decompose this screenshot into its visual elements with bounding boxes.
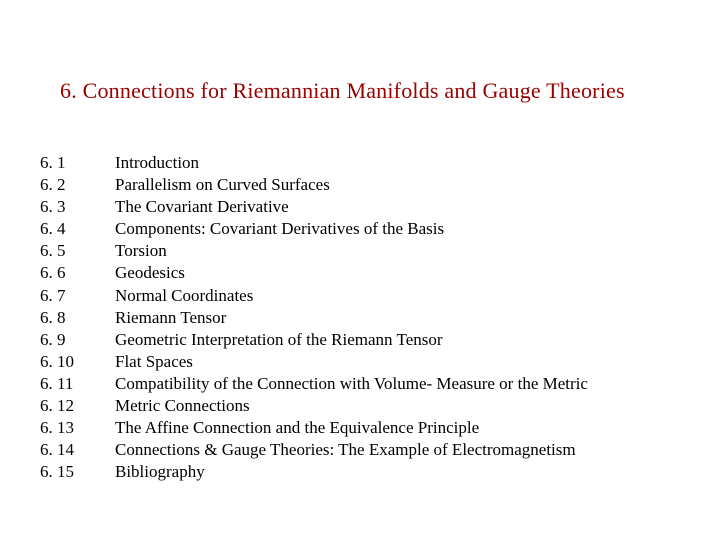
toc-text: Riemann Tensor	[115, 307, 720, 329]
toc-row: 6. 1 Introduction	[40, 152, 720, 174]
toc-row: 6. 10 Flat Spaces	[40, 351, 720, 373]
table-of-contents: 6. 1 Introduction 6. 2 Parallelism on Cu…	[40, 152, 720, 483]
toc-text: Introduction	[115, 152, 720, 174]
toc-row: 6. 13 The Affine Connection and the Equi…	[40, 417, 720, 439]
toc-text: Connections & Gauge Theories: The Exampl…	[115, 439, 720, 461]
toc-row: 6. 3 The Covariant Derivative	[40, 196, 720, 218]
toc-number: 6. 4	[40, 218, 115, 240]
toc-number: 6. 1	[40, 152, 115, 174]
toc-row: 6. 14 Connections & Gauge Theories: The …	[40, 439, 720, 461]
toc-row: 6. 11 Compatibility of the Connection wi…	[40, 373, 720, 395]
toc-text: Flat Spaces	[115, 351, 720, 373]
chapter-title: 6. Connections for Riemannian Manifolds …	[60, 78, 720, 104]
toc-text: Metric Connections	[115, 395, 720, 417]
toc-row: 6. 4 Components: Covariant Derivatives o…	[40, 218, 720, 240]
toc-number: 6. 3	[40, 196, 115, 218]
toc-number: 6. 2	[40, 174, 115, 196]
toc-text: Compatibility of the Connection with Vol…	[115, 373, 720, 395]
toc-number: 6. 11	[40, 373, 115, 395]
toc-text: Parallelism on Curved Surfaces	[115, 174, 720, 196]
toc-row: 6. 7 Normal Coordinates	[40, 285, 720, 307]
toc-number: 6. 6	[40, 262, 115, 284]
toc-number: 6. 7	[40, 285, 115, 307]
slide-page: 6. Connections for Riemannian Manifolds …	[0, 0, 720, 540]
toc-number: 6. 9	[40, 329, 115, 351]
toc-row: 6. 6 Geodesics	[40, 262, 720, 284]
toc-text: Bibliography	[115, 461, 720, 483]
toc-row: 6. 5 Torsion	[40, 240, 720, 262]
toc-text: Normal Coordinates	[115, 285, 720, 307]
toc-text: Geometric Interpretation of the Riemann …	[115, 329, 720, 351]
toc-row: 6. 8 Riemann Tensor	[40, 307, 720, 329]
toc-text: The Covariant Derivative	[115, 196, 720, 218]
toc-number: 6. 10	[40, 351, 115, 373]
toc-number: 6. 8	[40, 307, 115, 329]
toc-row: 6. 15 Bibliography	[40, 461, 720, 483]
toc-number: 6. 13	[40, 417, 115, 439]
toc-row: 6. 9 Geometric Interpretation of the Rie…	[40, 329, 720, 351]
toc-text: Torsion	[115, 240, 720, 262]
toc-number: 6. 14	[40, 439, 115, 461]
toc-number: 6. 12	[40, 395, 115, 417]
toc-text: Components: Covariant Derivatives of the…	[115, 218, 720, 240]
toc-text: The Affine Connection and the Equivalenc…	[115, 417, 720, 439]
toc-row: 6. 2 Parallelism on Curved Surfaces	[40, 174, 720, 196]
toc-text: Geodesics	[115, 262, 720, 284]
toc-row: 6. 12 Metric Connections	[40, 395, 720, 417]
toc-number: 6. 5	[40, 240, 115, 262]
toc-number: 6. 15	[40, 461, 115, 483]
